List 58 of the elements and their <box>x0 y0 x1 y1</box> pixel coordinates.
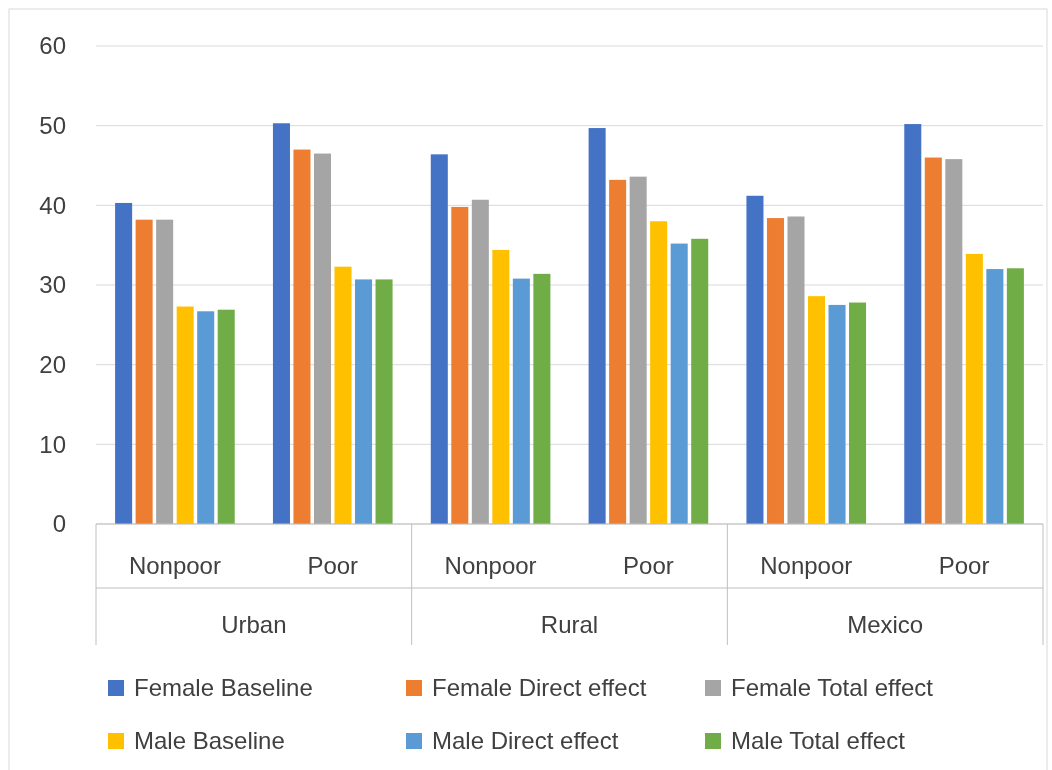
bar <box>313 153 332 524</box>
bar <box>334 266 352 524</box>
bar <box>849 302 867 524</box>
bar <box>609 179 627 524</box>
bar <box>512 278 530 524</box>
bar <box>176 306 194 524</box>
bar <box>746 195 764 524</box>
bar <box>217 309 235 524</box>
text: Rural <box>540 611 599 638</box>
bar <box>629 176 647 524</box>
bar <box>471 199 489 524</box>
bar <box>588 128 606 524</box>
bar <box>650 221 668 524</box>
bar <box>355 279 373 524</box>
bar <box>670 243 688 524</box>
x-tick-label: Nonpoor <box>444 552 537 579</box>
legend-label: Female Direct effect <box>432 674 647 702</box>
bar <box>135 219 153 524</box>
bar <box>787 216 805 524</box>
bar <box>272 123 290 524</box>
text: Urban <box>221 611 287 638</box>
y-tick-label: 20 <box>39 351 66 379</box>
y-tick-label: 40 <box>39 191 66 219</box>
x-tick-label: Poor <box>307 552 359 579</box>
x-tick-label: Poor <box>623 552 674 579</box>
bar <box>451 206 469 524</box>
bar <box>828 304 846 524</box>
bar <box>924 157 942 524</box>
legend-label: Male Total effect <box>731 727 906 755</box>
bar <box>430 154 448 524</box>
bar <box>807 296 826 524</box>
bar <box>986 269 1004 524</box>
bar <box>965 253 983 524</box>
x-tick-label: Nonpoor <box>760 552 853 579</box>
bar <box>691 238 709 524</box>
legend-label: Male Direct effect <box>432 727 619 755</box>
bar <box>293 149 311 524</box>
bar <box>115 202 133 524</box>
bar <box>766 218 784 524</box>
x-tick-label: Nonpoor <box>128 552 221 579</box>
bar <box>1006 268 1024 524</box>
bar <box>533 273 551 524</box>
bar <box>904 124 922 524</box>
bar <box>197 311 215 524</box>
y-tick-label: 30 <box>39 271 66 299</box>
bar <box>945 159 963 524</box>
y-tick-label: 50 <box>39 112 66 140</box>
text: Mexico <box>847 611 924 638</box>
y-tick-label: 10 <box>39 430 66 458</box>
legend-label: Female Baseline <box>134 674 313 702</box>
legend-label: Male Baseline <box>134 727 285 755</box>
bar <box>156 219 174 524</box>
bar <box>375 279 393 524</box>
y-tick-label: 0 <box>52 510 66 538</box>
legend-label: Female Total effect <box>731 674 934 702</box>
bar <box>492 249 510 524</box>
x-tick-label: Poor <box>938 552 990 579</box>
y-tick-label: 60 <box>39 32 66 60</box>
